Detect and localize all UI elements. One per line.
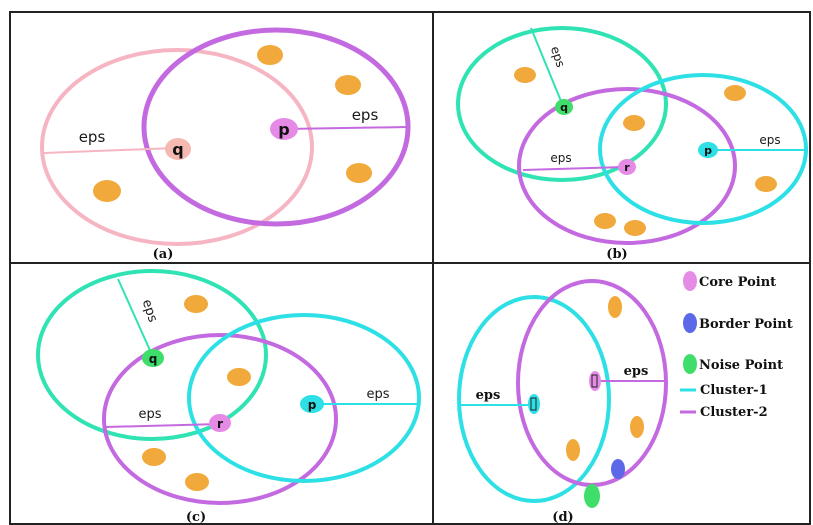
panel-d: eps eps (d): [457, 279, 668, 525]
cyan-eps-circle: [187, 313, 421, 483]
eps-label: eps: [476, 388, 501, 403]
data-point: [335, 75, 361, 95]
eps-radius-line: [530, 27, 564, 107]
legend: Core Point Border Point Noise Point Clus…: [680, 271, 793, 420]
legend-noise-label: Noise Point: [699, 358, 783, 373]
point-p-label: p: [278, 120, 289, 139]
panel-caption: (c): [186, 510, 206, 525]
data-point: [346, 163, 372, 183]
data-point: [755, 176, 777, 192]
teal-eps-circle: [36, 269, 268, 441]
point-p-label: p: [308, 398, 317, 412]
legend-core-label: Core Point: [699, 275, 776, 290]
data-point: [624, 220, 646, 236]
panel-a: q p eps eps (a): [40, 27, 411, 262]
eps-radius-line: [43, 147, 176, 154]
data-point: [185, 473, 209, 491]
legend-cluster-1-label: Cluster-1: [700, 383, 768, 398]
point-q-label: q: [172, 140, 183, 159]
point-r: [618, 159, 636, 175]
core-point-cluster-1: [528, 394, 540, 414]
point-glyph: [530, 397, 537, 411]
panel-caption: (a): [153, 247, 174, 262]
data-point: [724, 85, 746, 101]
eps-label: eps: [138, 407, 161, 422]
data-point: [142, 448, 166, 466]
data-point: [227, 368, 251, 386]
point-q: [165, 138, 191, 160]
purple-eps-circle: [517, 87, 737, 245]
eps-label: eps: [79, 128, 106, 146]
noise-point: [584, 484, 600, 508]
legend-cluster-2-label: Cluster-2: [700, 405, 768, 420]
point-q-label: q: [560, 101, 568, 114]
point-q-label: q: [149, 352, 158, 366]
legend-border-marker: [683, 313, 697, 333]
legend-core-marker: [683, 271, 697, 291]
border-point: [611, 459, 625, 479]
panel-caption: (b): [606, 247, 627, 262]
point-p: [300, 395, 324, 413]
data-point: [630, 416, 644, 438]
purple-eps-circle: [102, 333, 338, 505]
point-r: [209, 414, 231, 432]
data-point: [93, 180, 121, 202]
legend-border-label: Border Point: [699, 317, 793, 332]
eps-radius-line: [105, 423, 221, 428]
eps-label: eps: [352, 106, 379, 124]
point-p-label: p: [704, 144, 712, 157]
figure-frame: [9, 11, 811, 525]
pink-eps-circle: [40, 48, 314, 246]
point-p: [698, 142, 718, 158]
panel-caption: (d): [552, 510, 573, 525]
eps-label: eps: [366, 387, 389, 402]
point-p: [270, 118, 298, 140]
cyan-eps-circle: [598, 73, 808, 225]
panel-c: q r p eps eps eps (c): [36, 269, 421, 525]
data-point: [566, 439, 580, 461]
eps-radius-line: [284, 126, 409, 130]
point-r-label: r: [217, 417, 223, 431]
data-point: [184, 295, 208, 313]
legend-noise-marker: [683, 354, 697, 374]
data-point: [608, 296, 622, 318]
point-r-label: r: [624, 161, 630, 174]
cluster-1-circle: [457, 295, 611, 503]
core-point-cluster-2: [589, 371, 601, 391]
panel-b: q r p eps eps eps (b): [456, 26, 808, 262]
point-glyph: [591, 374, 598, 388]
data-point: [594, 213, 616, 229]
eps-label: eps: [139, 298, 160, 325]
point-q: [555, 99, 573, 115]
teal-eps-circle: [456, 26, 668, 182]
eps-label: eps: [759, 133, 780, 147]
eps-radius-line: [522, 166, 626, 171]
data-point: [514, 67, 536, 83]
data-point: [257, 45, 283, 65]
eps-radius-line: [117, 278, 154, 358]
data-point: [623, 115, 645, 131]
eps-label: eps: [548, 44, 568, 69]
eps-label: eps: [624, 364, 649, 379]
eps-label: eps: [550, 151, 571, 165]
point-q: [142, 349, 164, 367]
